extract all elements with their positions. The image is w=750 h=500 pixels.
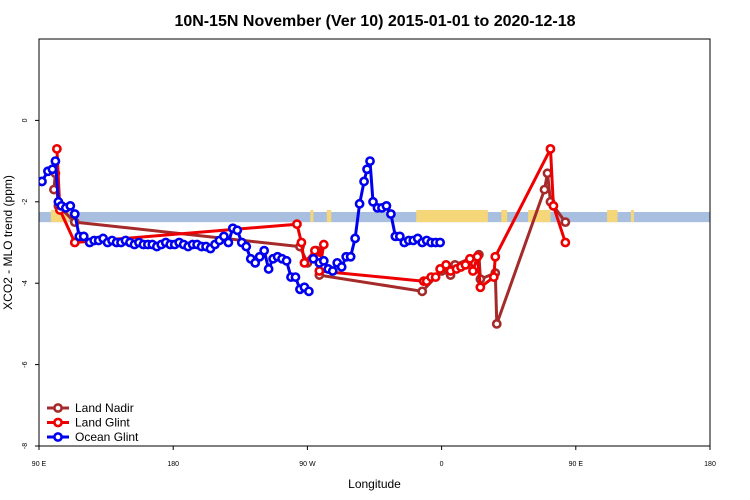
ocean-glint-point [368,196,378,207]
ocean-glint-point [232,225,243,236]
ocean-glint-point [281,255,292,266]
legend-marker-ocean-glint [53,432,63,442]
ocean-glint-point [365,156,375,166]
land-glint-point [309,245,320,256]
ocean-glint-point [39,176,47,187]
ocean-glint-point [263,264,274,274]
ocean-glint-point [336,262,347,272]
land-glint-point [296,237,307,248]
land-glint-point [488,272,499,282]
x-tick-label: 90 E [32,461,47,468]
land-glint-point [475,282,486,293]
ocean-glint-series [308,156,446,276]
land-glint-point [441,259,451,270]
land-segment [630,209,634,223]
land-glint-point [548,200,559,211]
land-nadir-point [542,168,553,179]
y-tick-label: 0 [22,118,29,122]
ocean-glint-point [362,164,372,175]
ocean-glint-point [435,237,446,248]
land-glint-point [545,143,556,154]
land-glint-point [69,237,80,248]
ocean-glint-point [318,255,329,266]
land-segment [607,209,618,223]
y-axis-label: XCO2 - MLO trend (ppm) [1,175,15,310]
ocean-glint-point [354,198,365,209]
legend-label-land-glint: Land Glint [75,416,130,430]
land-segment [310,209,314,223]
land-nadir-point [417,286,428,297]
chart-title: 10N-15N November (Ver 10) 2015-01-01 to … [174,13,575,30]
ocean-glint-point [290,272,301,282]
land-glint-point [490,251,501,262]
land-glint-point [51,143,62,154]
ocean-glint-point [259,245,270,256]
land-glint-point [460,259,471,270]
land-nadir-point [560,217,571,228]
x-tick-label: 0 [440,461,444,468]
ocean-glint-point [223,237,234,248]
ocean-glint-point [350,233,361,244]
ocean-strip [39,211,710,223]
land-glint-point [292,219,302,230]
y-tick-label: -2 [22,199,29,205]
x-tick-label: 180 [704,461,716,468]
ocean-glint-point [78,231,89,242]
legend-label-land-nadir: Land Nadir [75,401,134,415]
land-glint-point [472,251,483,262]
land-glint-point [465,253,475,264]
land-segment [501,209,508,223]
land-glint-point [314,266,325,276]
legend-marker-land-nadir [53,403,63,413]
ocean-glint-point [241,241,252,252]
ocean-glint-point [254,251,265,262]
y-tick-label: -4 [22,280,29,286]
ocean-glint-point [69,209,80,219]
ocean-glint-point [359,176,369,187]
ocean-glint-point [381,200,392,211]
legend-marker-land-glint [53,417,63,428]
legend-label-ocean-glint: Ocean Glint [75,430,139,444]
land-segment [528,209,551,223]
x-tick-label: 90 E [569,461,584,468]
ocean-glint-point [47,164,58,175]
ocean-glint-point [50,156,61,166]
ocean-glint-point [303,286,314,297]
land-glint-series [51,143,571,293]
land-glint-point [299,257,310,268]
ocean-glint-point [218,231,229,242]
land-glint-point [468,266,478,276]
land-nadir-point [491,318,502,329]
x-tick-label: 180 [167,461,179,468]
ocean-glint-point [345,251,356,262]
land-glint-point [430,272,441,282]
land-nadir-series [49,168,571,329]
ocean-glint-point [327,266,338,276]
plot-frame [38,38,711,447]
land-segment [416,209,488,223]
ocean-glint-series [39,156,314,297]
ocean-glint-point [250,257,261,268]
ocean-glint-point [394,231,405,242]
ocean-glint-point [386,209,396,219]
x-axis-label: Longitude [348,477,401,491]
ocean-glint-point [65,200,76,211]
x-tick-label: 90 W [299,461,316,468]
y-tick-label: -8 [22,443,29,449]
y-tick-label: -6 [22,361,29,367]
land-glint-point [560,237,571,248]
land-segment [326,209,332,223]
land-glint-point [318,239,329,250]
land-nadir-line [52,171,567,326]
land-nadir-point [539,184,550,195]
